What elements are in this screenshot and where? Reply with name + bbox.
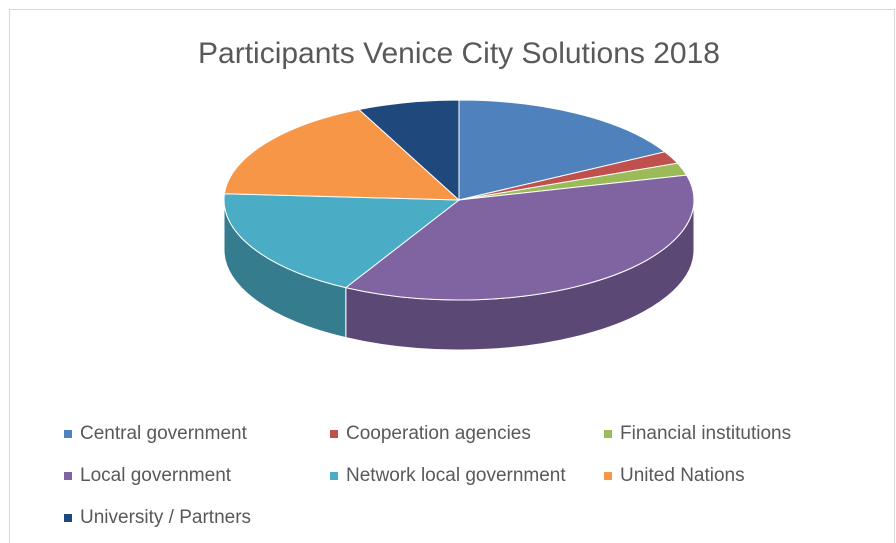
legend-swatch [330, 430, 338, 438]
pie-slice [344, 174, 695, 301]
legend-swatch [64, 514, 72, 522]
pie-slice [223, 108, 461, 201]
legend-swatch [64, 430, 72, 438]
legend-swatch [330, 472, 338, 480]
chart-title: Participants Venice City Solutions 2018 [198, 37, 720, 70]
legend-label: United Nations [620, 465, 745, 486]
legend-label: Central government [80, 423, 248, 444]
legend-swatch [604, 430, 612, 438]
legend-label: Network local government [346, 465, 566, 486]
legend-swatch [64, 472, 72, 480]
pie-slice [223, 193, 461, 289]
pie-slice [458, 99, 667, 201]
pie-slice [357, 99, 460, 202]
legend-label: Cooperation agencies [346, 423, 531, 444]
legend-label: Local government [80, 465, 232, 486]
legend-label: University / Partners [80, 507, 251, 528]
legend-label: Financial institutions [620, 423, 791, 444]
legend-swatch [604, 472, 612, 480]
pie-tops [223, 99, 695, 301]
